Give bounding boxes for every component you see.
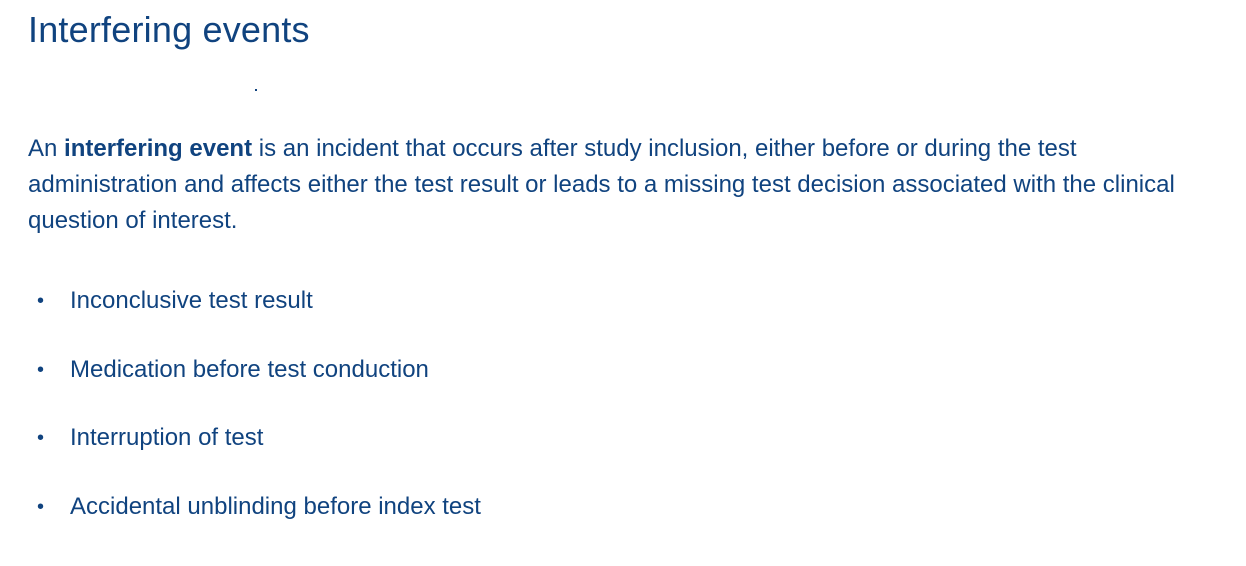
list-item: • Medication before test conduction: [28, 351, 481, 420]
bullet-text: Interruption of test: [70, 424, 264, 452]
list-item: • Inconclusive test result: [28, 282, 481, 351]
definition-term: interfering event: [64, 135, 253, 162]
bullet-text: Inconclusive test result: [70, 287, 313, 314]
stray-dot: [255, 89, 257, 91]
definition-paragraph: An interfering event is an incident that…: [28, 131, 1223, 239]
definition-prefix: An: [28, 135, 65, 162]
bullet-icon: •: [37, 290, 45, 312]
bullet-icon: •: [37, 496, 45, 519]
list-item: • Accidental unblinding before index tes…: [28, 488, 481, 557]
definition-suffix: is an incident that occurs after study i…: [28, 135, 1175, 234]
bullet-text: Medication before test conduction: [70, 355, 429, 383]
slide-title: Interfering events: [28, 9, 310, 50]
bullet-icon: •: [37, 358, 45, 381]
list-item: • Interruption of test: [28, 419, 481, 488]
bullet-icon: •: [37, 427, 45, 450]
bullet-text: Accidental unblinding before index test: [70, 493, 481, 521]
bullet-list: • Inconclusive test result • Medication …: [28, 282, 481, 557]
